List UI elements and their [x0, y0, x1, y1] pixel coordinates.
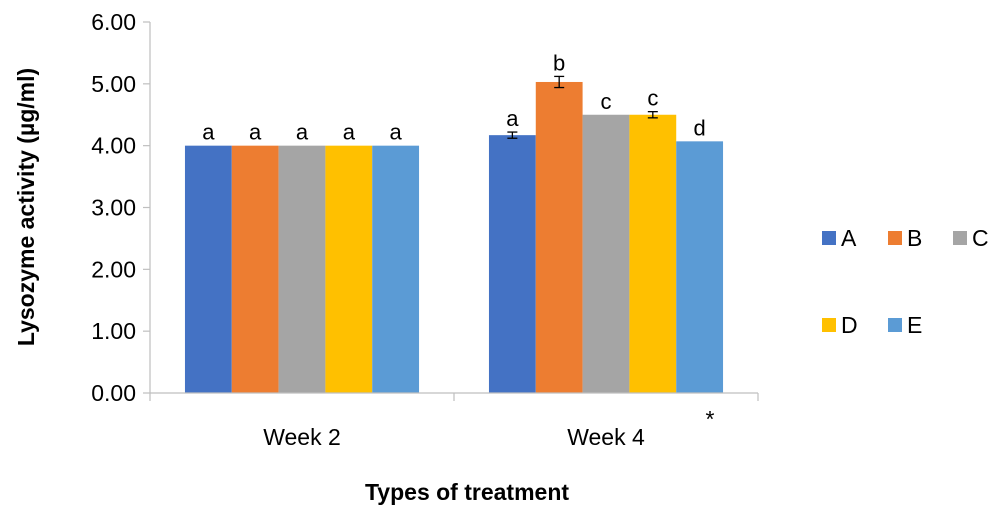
x-category-label: Week 4	[567, 424, 645, 450]
significance-label: a	[506, 106, 519, 131]
legend-label: B	[907, 225, 922, 251]
y-tick-label: 5.00	[91, 71, 136, 97]
y-tick-label: 0.00	[91, 380, 136, 406]
y-tick-label: 1.00	[91, 318, 136, 344]
legend-swatch	[888, 318, 902, 332]
bar	[372, 145, 420, 393]
bars-layer	[184, 81, 724, 393]
y-tick-label: 2.00	[91, 256, 136, 282]
y-axis-title: Lysozyme activity (µg/ml)	[13, 68, 39, 346]
bar	[184, 145, 232, 393]
significance-label: a	[343, 120, 356, 145]
legend-label: A	[841, 225, 857, 251]
significance-label: c	[647, 86, 658, 111]
bar	[488, 135, 536, 393]
error-bars-layer	[507, 75, 658, 139]
legend: A B C D E	[822, 225, 989, 338]
bar	[676, 141, 724, 393]
significance-label: d	[694, 115, 706, 140]
bar	[535, 81, 583, 393]
significance-label: c	[601, 89, 612, 114]
significance-label: a	[390, 120, 403, 145]
bar	[231, 145, 279, 393]
y-tick-label: 6.00	[91, 9, 136, 35]
x-ticks-layer: Week 2 Week 4 *	[149, 393, 759, 450]
x-category-label: Week 2	[263, 424, 341, 450]
bar	[325, 145, 373, 393]
significance-label: a	[296, 120, 309, 145]
legend-swatch	[822, 231, 836, 245]
significance-label: b	[553, 50, 565, 75]
legend-swatch	[888, 231, 902, 245]
legend-swatch	[953, 231, 967, 245]
bar	[582, 114, 630, 393]
significance-label: a	[202, 120, 215, 145]
y-tick-label: 3.00	[91, 195, 136, 221]
significance-labels-layer: a a a b a c a c a d	[202, 50, 706, 144]
legend-swatch	[822, 318, 836, 332]
y-ticks-layer: 0.00 1.00 2.00 3.00 4.00 5.00 6.00	[91, 9, 150, 406]
x-axis-title: Types of treatment	[365, 479, 569, 505]
bar	[278, 145, 326, 393]
legend-label: C	[972, 225, 989, 251]
legend-label: D	[841, 312, 858, 338]
legend-label: E	[907, 312, 922, 338]
bar	[629, 114, 677, 393]
category-significance-mark: *	[706, 406, 715, 432]
significance-label: a	[249, 120, 262, 145]
y-tick-label: 4.00	[91, 133, 136, 159]
